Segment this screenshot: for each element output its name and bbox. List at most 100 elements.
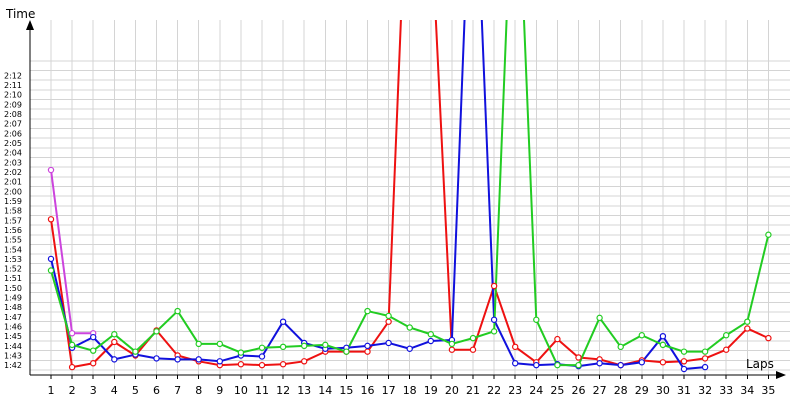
y-tick-label: 1:44 (4, 342, 22, 351)
data-point (195, 356, 202, 363)
x-tick-label: 10 (234, 384, 248, 397)
data-point (47, 216, 55, 223)
data-point (554, 361, 561, 369)
y-tick-label: 2:06 (4, 129, 22, 138)
y-tick-label: 1:57 (4, 216, 22, 225)
data-point (701, 363, 709, 371)
data-point (343, 348, 350, 355)
data-point (448, 340, 456, 348)
data-point (174, 356, 181, 363)
data-point (364, 342, 371, 350)
x-tick-label: 26 (572, 384, 586, 397)
x-tick-label: 1 (48, 384, 55, 397)
y-tick-label: 1:50 (4, 284, 22, 293)
data-point (469, 334, 477, 342)
x-tick-label: 3 (90, 384, 97, 397)
data-point (174, 307, 181, 315)
y-tick-label: 1:56 (4, 226, 22, 235)
data-point (47, 255, 55, 263)
y-tick-label: 2:00 (4, 187, 22, 196)
data-point (680, 365, 688, 373)
data-point (533, 316, 540, 323)
x-tick-label: 7 (174, 384, 181, 397)
data-point (512, 343, 519, 351)
data-point (258, 361, 266, 369)
x-tick-label: 22 (487, 384, 501, 397)
y-tick-label: 1:48 (4, 303, 22, 312)
data-point (533, 361, 540, 369)
data-point (617, 361, 624, 369)
x-tick-label: 18 (403, 384, 417, 397)
data-point (701, 355, 709, 362)
data-point (279, 343, 287, 351)
x-tick-label: 19 (424, 384, 438, 397)
y-tick-label: 2:08 (4, 110, 22, 119)
data-point (638, 332, 646, 339)
y-tick-label: 1:58 (4, 207, 22, 216)
x-tick-label: 15 (339, 384, 353, 397)
data-point (744, 318, 751, 325)
x-tick-labels: 1 2 3 4 5 6 7 8 9 10 11 12 13 14 15 16 17 18 19 20 21 22 23 24 2… (48, 375, 775, 397)
x-tick-label: 35 (761, 384, 775, 397)
x-tick-label: 9 (216, 384, 223, 397)
data-point (111, 338, 118, 346)
x-tick-label: 30 (656, 384, 670, 397)
y-tick-label: 1:53 (4, 255, 22, 264)
data-point (153, 328, 160, 335)
y-tick-label: 1:59 (4, 197, 22, 206)
data-point (68, 341, 76, 349)
data-point (575, 361, 582, 369)
data-point (47, 166, 55, 174)
y-tick-label: 1:54 (4, 245, 22, 254)
data-point (301, 342, 308, 350)
x-tick-label: 16 (361, 384, 375, 397)
y-tick-label: 2:07 (4, 120, 22, 129)
data-point (111, 331, 118, 338)
y-tick-label: 1:51 (4, 274, 22, 283)
data-point (490, 282, 498, 290)
data-point (89, 360, 97, 367)
x-tick-label: 4 (111, 384, 118, 397)
y-tick-label: 1:47 (4, 313, 22, 322)
data-point (237, 349, 245, 356)
data-point (406, 324, 413, 331)
x-tick-label: 33 (719, 384, 733, 397)
data-point (765, 231, 772, 238)
data-point (216, 358, 223, 365)
data-point (216, 340, 223, 348)
y-tick-label: 1:55 (4, 236, 22, 245)
data-point (680, 358, 688, 365)
y-axis-title: Time (5, 7, 35, 21)
y-tick-label: 1:45 (4, 332, 22, 341)
x-tick-label: 14 (318, 384, 332, 397)
x-tick-label: 29 (635, 384, 649, 397)
x-tick-label: 13 (297, 384, 311, 397)
x-tick-label: 28 (614, 384, 628, 397)
data-point (723, 346, 730, 353)
data-point (279, 318, 287, 325)
data-point (385, 339, 392, 347)
data-point (701, 348, 709, 355)
y-tick-label: 1:52 (4, 265, 22, 274)
y-tick-label: 2:01 (4, 178, 22, 187)
data-point (469, 346, 477, 353)
data-point (554, 335, 561, 343)
y-tick-label: 1:43 (4, 352, 22, 361)
x-tick-label: 27 (593, 384, 607, 397)
data-point (659, 341, 667, 349)
data-point (364, 307, 371, 315)
x-tick-label: 21 (466, 384, 480, 397)
y-tick-label: 2:03 (4, 158, 22, 167)
data-point (406, 345, 413, 352)
x-tick-label: 31 (677, 384, 691, 397)
data-point (723, 332, 730, 339)
y-tick-label: 2:11 (4, 81, 22, 90)
x-tick-label: 8 (195, 384, 202, 397)
data-point (596, 360, 603, 367)
data-point (68, 330, 76, 337)
data-point (427, 337, 434, 345)
y-tick-label: 2:02 (4, 168, 22, 177)
data-point (322, 341, 329, 349)
axes: Time Laps (5, 7, 786, 379)
